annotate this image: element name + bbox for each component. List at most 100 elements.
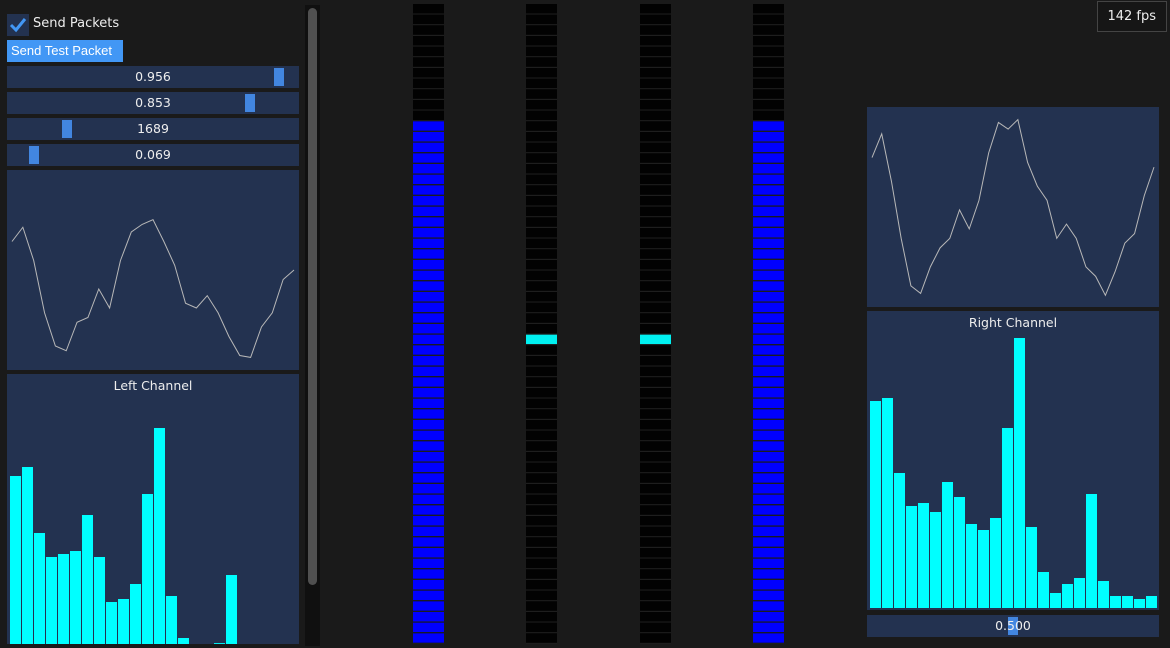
meter-segment <box>413 473 444 483</box>
slider-grab[interactable] <box>29 146 40 164</box>
meter-divider <box>753 184 784 186</box>
meter-divider <box>753 290 784 292</box>
meter-segment <box>413 462 444 473</box>
meter-divider <box>753 568 784 570</box>
meter-divider <box>413 248 444 250</box>
meter-segment <box>640 78 671 89</box>
meter-segment <box>753 100 784 110</box>
slider-1[interactable]: 0.956 <box>7 66 299 88</box>
waveform-line <box>11 219 295 358</box>
meter-segment <box>413 4 444 14</box>
meter-divider <box>640 109 671 111</box>
meter-divider <box>753 226 784 228</box>
meter-divider <box>413 56 444 58</box>
slider-2[interactable]: 0.853 <box>7 92 299 114</box>
meter-segment <box>753 590 784 601</box>
meter-segment <box>526 121 557 131</box>
meter-divider <box>413 205 444 207</box>
meter-divider <box>640 568 671 570</box>
meter-divider <box>640 333 671 335</box>
meter-segment <box>526 36 557 46</box>
meter-divider <box>526 45 557 47</box>
slider-3[interactable]: 1689 <box>7 118 299 140</box>
meter-divider <box>640 365 671 367</box>
scrollbar-thumb[interactable] <box>308 8 317 585</box>
slider-grab[interactable] <box>1008 617 1018 635</box>
meter-divider <box>413 24 444 26</box>
meter-segment <box>526 580 557 590</box>
meter-divider <box>526 248 557 250</box>
meter-divider <box>640 429 671 431</box>
slider-4[interactable]: 0.069 <box>7 144 299 166</box>
scrollbar[interactable] <box>305 5 320 646</box>
spectrum-bar <box>1146 596 1157 608</box>
meter-segment <box>753 238 784 249</box>
left-channel-title: Left Channel <box>113 378 193 393</box>
meter-segment <box>753 270 784 281</box>
meter-divider <box>640 450 671 452</box>
meter-segment <box>640 57 671 67</box>
spectrum-bar <box>882 398 893 608</box>
meter-divider <box>640 546 671 548</box>
meter-segment <box>640 14 671 25</box>
meter-segment <box>753 324 784 334</box>
meter-divider <box>526 418 557 420</box>
meter-divider <box>640 525 671 527</box>
send-test-packet-button[interactable]: Send Test Packet <box>7 40 123 62</box>
meter-segment <box>526 110 557 121</box>
slider-grab[interactable] <box>62 120 73 138</box>
meter-segment <box>753 153 784 163</box>
meter-segment <box>640 121 671 131</box>
meter-divider <box>753 237 784 239</box>
meter-divider <box>640 280 671 282</box>
meter-segment <box>640 185 671 195</box>
meter-divider <box>753 450 784 452</box>
meter-divider <box>753 130 784 132</box>
spectrum-bar <box>906 506 917 608</box>
send-packets-checkbox[interactable] <box>7 14 29 36</box>
meter-divider <box>640 557 671 559</box>
meter-segment <box>413 409 444 419</box>
spectrum-bar <box>214 643 225 644</box>
left-waveform-plot <box>7 170 299 370</box>
meter-segment <box>526 260 557 270</box>
meter-segment <box>640 505 671 515</box>
meter-segment <box>640 228 671 238</box>
meter-segment <box>640 580 671 590</box>
meter-segment <box>413 89 444 99</box>
slider-value: 0.500 <box>995 618 1031 633</box>
meter-segment <box>753 121 784 131</box>
spectrum-bar <box>1050 593 1061 608</box>
meter-divider <box>413 237 444 239</box>
spectrum-bar <box>978 530 989 608</box>
meter-segment <box>640 622 671 633</box>
meter-divider <box>526 354 557 356</box>
meter-segment <box>753 388 784 398</box>
spectrum-bar <box>1026 527 1037 608</box>
meter-segment <box>526 132 557 142</box>
meter-segment <box>526 217 557 227</box>
spectrum-bar <box>1098 581 1109 608</box>
slider-value: 1689 <box>137 121 169 136</box>
meter-divider <box>413 77 444 79</box>
slider-grab[interactable] <box>245 94 256 112</box>
spectrum-bar <box>1134 599 1145 608</box>
meter-divider <box>526 482 557 484</box>
meter-segment <box>413 590 444 601</box>
meter-segment <box>640 238 671 249</box>
meter-divider <box>413 568 444 570</box>
meter-divider <box>640 536 671 538</box>
meter-divider <box>526 194 557 196</box>
spectrum-bar <box>942 482 953 608</box>
meter-segment <box>413 398 444 409</box>
meter-divider <box>413 120 444 122</box>
meter-divider <box>753 88 784 90</box>
meter-segment <box>753 217 784 227</box>
meter-segment <box>526 622 557 633</box>
slider-grab[interactable] <box>273 68 284 86</box>
right-slider[interactable]: 0.500 <box>867 615 1159 637</box>
meter-divider <box>413 472 444 474</box>
meter-divider <box>640 376 671 378</box>
meter-segment <box>526 612 557 622</box>
meter-divider <box>640 482 671 484</box>
